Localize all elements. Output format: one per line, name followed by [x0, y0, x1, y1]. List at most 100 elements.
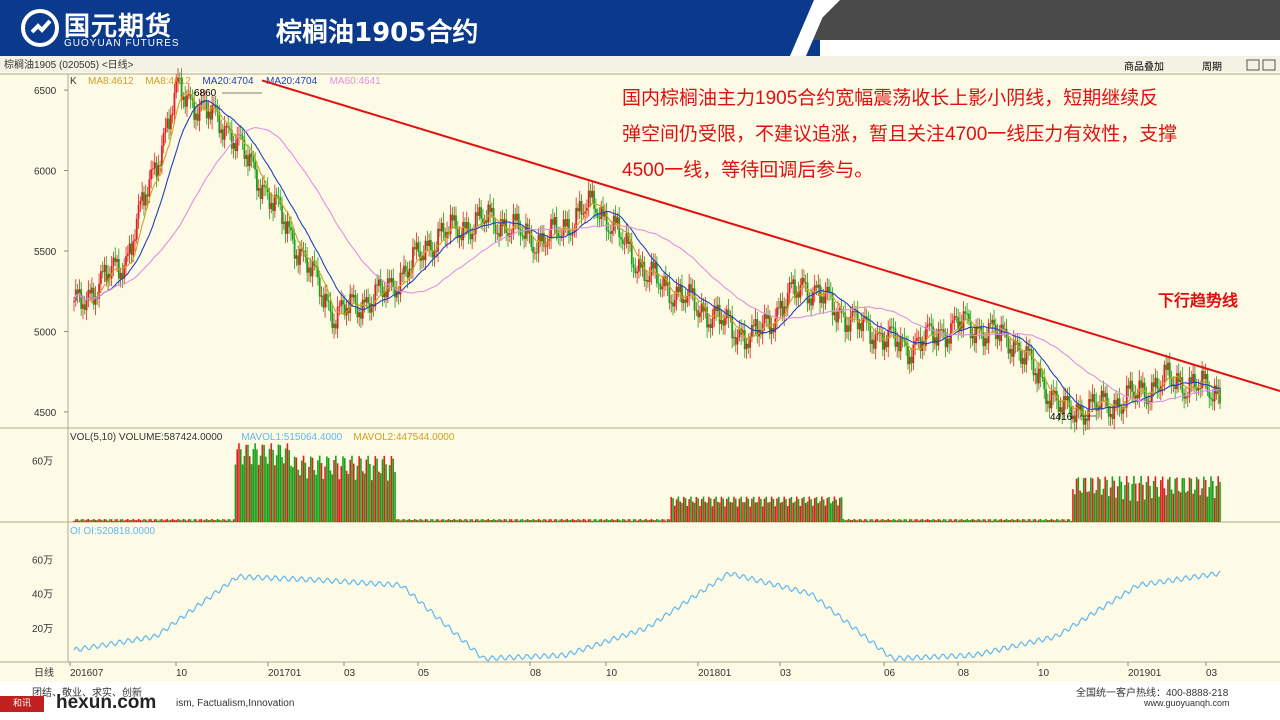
candle-body — [385, 291, 387, 298]
header-bar: 国元期货 GUOYUAN FUTURES 棕榈油1905合约 — [0, 0, 1280, 56]
volume-bar — [265, 456, 267, 522]
volume-bar — [781, 501, 784, 522]
candle-body — [429, 240, 432, 251]
candle-body — [871, 339, 873, 345]
volume-bar — [575, 520, 577, 522]
volume-bar — [1212, 480, 1214, 522]
candle-body — [919, 337, 922, 351]
candle-body — [616, 217, 619, 224]
volume-bar — [148, 519, 151, 522]
candle-body — [982, 332, 985, 347]
volume-bar — [693, 502, 696, 522]
volume-bar — [247, 444, 249, 522]
volume-bar — [385, 464, 387, 522]
volume-bar — [275, 455, 278, 522]
volume-bar — [534, 519, 536, 522]
candle-body — [227, 125, 230, 128]
volume-bar — [1055, 518, 1058, 522]
candle-body — [399, 272, 402, 295]
candle-body — [293, 239, 296, 259]
candle-body — [573, 227, 576, 233]
volume-bar — [202, 520, 204, 522]
volume-bar — [1099, 479, 1101, 522]
volume-bar — [1027, 519, 1029, 522]
volume-bar — [1084, 477, 1087, 522]
window-icon — [1246, 59, 1260, 71]
volume-bar — [1045, 518, 1047, 522]
candle-body — [962, 311, 965, 329]
candle-body — [241, 135, 244, 140]
candle-body — [311, 260, 314, 277]
volume-bar — [118, 520, 120, 522]
volume-bar — [984, 519, 986, 522]
candle-body — [180, 78, 183, 100]
volume-bar — [684, 498, 687, 522]
volume-bar — [1073, 494, 1076, 522]
candle-body — [1088, 399, 1090, 421]
volume-bar — [765, 496, 768, 522]
candle-body — [487, 204, 490, 223]
candle-body — [578, 200, 581, 212]
candle-body — [146, 194, 149, 197]
volume-bar — [706, 502, 708, 522]
candle-body — [664, 276, 667, 286]
volume-bar — [665, 520, 667, 522]
xaxis-tick: 201901 — [1128, 668, 1162, 679]
candle-body — [806, 282, 809, 304]
volume-bar — [842, 518, 845, 522]
volume-bar — [444, 520, 447, 522]
volume-bar — [1213, 498, 1216, 522]
commentary-line: 弹空间仍受限，不建议追涨，暂且关注4700一线压力有效性，支撑 — [622, 123, 1177, 145]
volume-bar — [182, 519, 185, 522]
candle-body — [636, 271, 639, 274]
candle-body — [966, 313, 969, 315]
volume-bar — [663, 519, 665, 522]
candle-body — [482, 218, 484, 224]
candle-body — [623, 243, 626, 245]
candle-body — [682, 299, 685, 304]
candle-body — [883, 341, 886, 350]
candle-body — [1190, 377, 1193, 383]
volume-bar — [191, 520, 194, 522]
candle-body — [603, 211, 606, 217]
candle-body — [105, 264, 108, 282]
volume-bar — [503, 519, 506, 522]
volume-bar — [424, 519, 427, 522]
volume-bar — [1021, 519, 1024, 522]
candle-body — [941, 329, 943, 331]
candle-body — [98, 283, 101, 299]
volume-bar — [856, 520, 859, 522]
volume-bar — [261, 444, 264, 522]
xaxis-tick: 06 — [884, 668, 896, 679]
candle-body — [742, 330, 744, 335]
candle-body — [401, 272, 404, 275]
volume-bar — [582, 519, 585, 522]
candle-body — [668, 282, 671, 304]
volume-bar — [1032, 519, 1035, 522]
candle-body — [177, 78, 179, 82]
volume-bar — [1081, 492, 1083, 522]
candle-body — [446, 232, 448, 238]
period-button: 周期 — [1202, 61, 1222, 73]
volume-bar — [939, 519, 942, 522]
volume-bar — [449, 520, 452, 522]
volume-bar — [1050, 518, 1053, 522]
candle-body — [245, 155, 248, 159]
volume-bar — [119, 519, 122, 522]
candle-body — [1057, 400, 1060, 412]
candle-body — [80, 289, 83, 309]
xaxis-tick: 201701 — [268, 668, 302, 679]
candle-body — [376, 284, 378, 286]
volume-bar — [806, 501, 809, 522]
volume-bar — [733, 496, 735, 522]
candle-body — [254, 161, 257, 170]
candle-body — [838, 308, 841, 312]
volume-bar — [826, 498, 829, 522]
candle-body — [1039, 368, 1042, 377]
xaxis-tick: 10 — [1038, 668, 1050, 679]
volume-bar — [186, 520, 188, 522]
candle-body — [620, 237, 622, 240]
volume-bar — [91, 519, 93, 522]
candle-body — [410, 268, 413, 270]
candle-body — [1140, 380, 1142, 388]
